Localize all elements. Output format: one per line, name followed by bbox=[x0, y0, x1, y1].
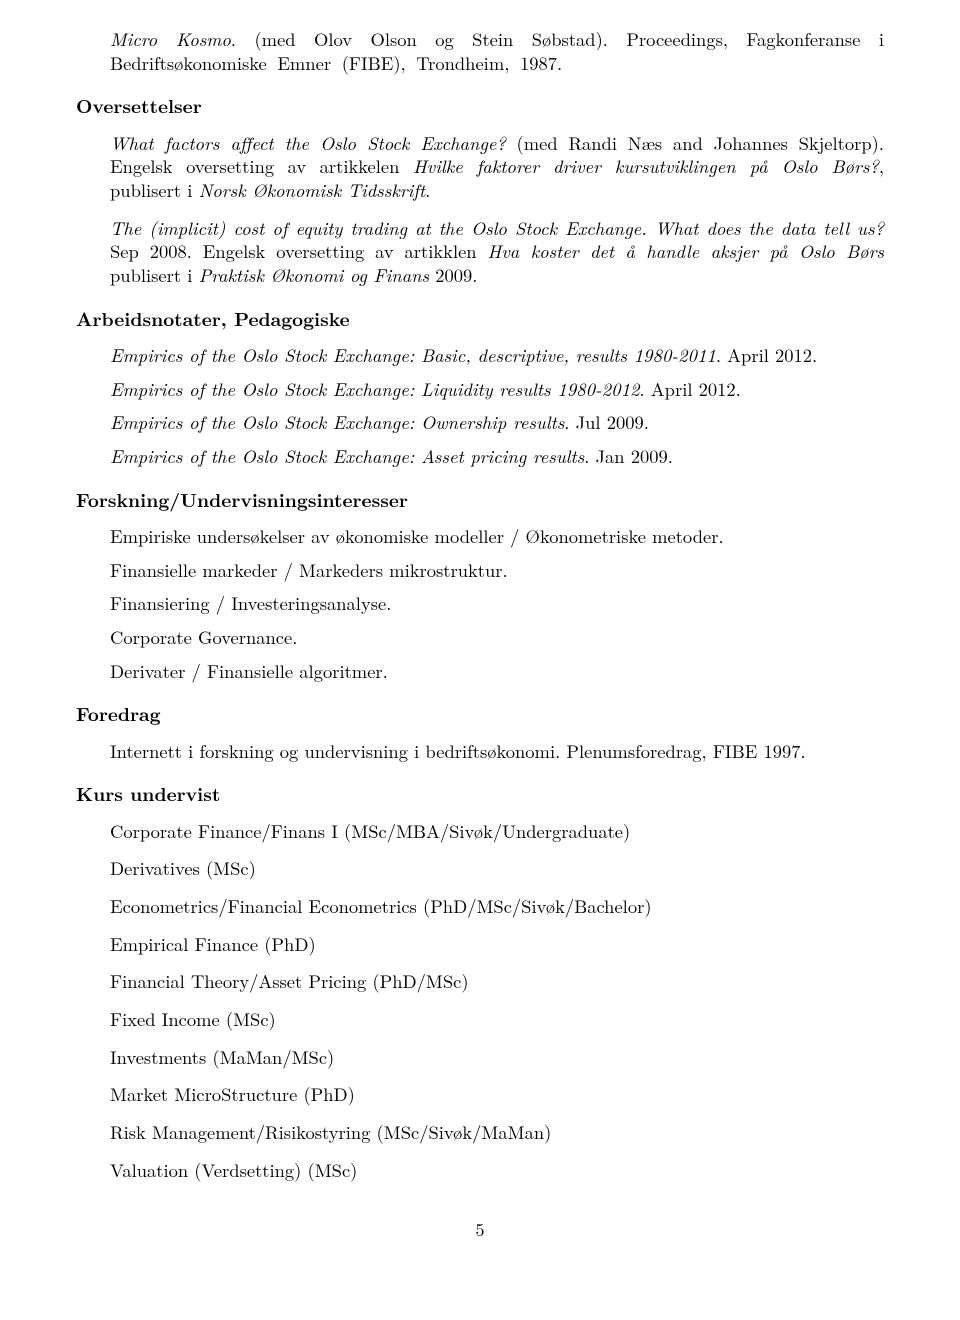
forskning-line-2: Finansielle markeder / Markeders mikrost… bbox=[110, 559, 884, 583]
text: . Jan 2009. bbox=[584, 443, 673, 469]
text: Hva koster det å handle aksjer på Oslo B… bbox=[488, 238, 885, 264]
micro-kosmo-title: Micro Kosmo bbox=[110, 26, 231, 52]
text: What factors affect the Oslo Stock Excha… bbox=[110, 130, 506, 156]
oversettelser-entry-2: The (implicit) cost of equity trading at… bbox=[110, 217, 884, 288]
section-arbeidsnotater: Arbeidsnotater, Pedagogiske bbox=[76, 306, 884, 330]
arbeidsnotater-entry-3: Empirics of the Oslo Stock Exchange: Own… bbox=[110, 411, 884, 435]
text: Norsk Økonomisk Tidsskrift bbox=[199, 177, 426, 203]
kurs-line-1: Corporate Finance/Finans I (MSc/MBA/Sivø… bbox=[110, 820, 884, 844]
kurs-line-6: Fixed Income (MSc) bbox=[110, 1008, 884, 1032]
foredrag-line-1: Internett i forskning og undervisning i … bbox=[110, 740, 884, 764]
text: Empirics of the Oslo Stock Exchange: Own… bbox=[110, 409, 564, 435]
text: 2009. bbox=[429, 262, 477, 288]
text: Hvilke faktorer driver kursutviklingen p… bbox=[413, 153, 879, 179]
text: . April 2012. bbox=[640, 376, 741, 402]
text: Empirics of the Oslo Stock Exchange: Bas… bbox=[110, 342, 716, 368]
arbeidsnotater-entry-1: Empirics of the Oslo Stock Exchange: Bas… bbox=[110, 344, 884, 368]
section-foredrag: Foredrag bbox=[76, 701, 884, 725]
arbeidsnotater-entry-4: Empirics of the Oslo Stock Exchange: Ass… bbox=[110, 445, 884, 469]
forskning-line-1: Empiriske undersøkelser av økonomiske mo… bbox=[110, 525, 884, 549]
section-kurs: Kurs undervist bbox=[76, 781, 884, 805]
page-number: 5 bbox=[76, 1218, 884, 1241]
text: Praktisk Økonomi og Finans bbox=[199, 262, 430, 288]
text: publisert i bbox=[110, 262, 199, 288]
micro-kosmo-entry: Micro Kosmo. (med Olov Olson og Stein Sø… bbox=[110, 28, 884, 75]
arbeidsnotater-entry-2: Empirics of the Oslo Stock Exchange: Liq… bbox=[110, 378, 884, 402]
kurs-line-8: Market MicroStructure (PhD) bbox=[110, 1083, 884, 1107]
forskning-line-5: Derivater / Finansielle algoritmer. bbox=[110, 660, 884, 684]
text: Empirics of the Oslo Stock Exchange: Liq… bbox=[110, 376, 640, 402]
text: The (implicit) cost of equity trading at… bbox=[110, 215, 884, 241]
forskning-line-4: Corporate Governance. bbox=[110, 626, 884, 650]
kurs-line-7: Investments (MaMan/MSc) bbox=[110, 1046, 884, 1070]
kurs-line-5: Financial Theory/Asset Pricing (PhD/MSc) bbox=[110, 970, 884, 994]
oversettelser-entry-1: What factors affect the Oslo Stock Excha… bbox=[110, 132, 884, 203]
kurs-line-4: Empirical Finance (PhD) bbox=[110, 933, 884, 957]
text: Empirics of the Oslo Stock Exchange: Ass… bbox=[110, 443, 584, 469]
section-oversettelser: Oversettelser bbox=[76, 93, 884, 117]
text: . bbox=[425, 177, 430, 203]
kurs-line-9: Risk Management/Risikostyring (MSc/Sivøk… bbox=[110, 1121, 884, 1145]
text: . Jul 2009. bbox=[564, 409, 649, 435]
kurs-line-10: Valuation (Verdsetting) (MSc) bbox=[110, 1159, 884, 1183]
text: Sep 2008. Engelsk oversetting av artikkl… bbox=[110, 238, 488, 264]
text: . April 2012. bbox=[716, 342, 817, 368]
kurs-line-3: Econometrics/Financial Econometrics (PhD… bbox=[110, 895, 884, 919]
forskning-line-3: Finansiering / Investeringsanalyse. bbox=[110, 592, 884, 616]
kurs-line-2: Derivatives (MSc) bbox=[110, 857, 884, 881]
section-forskning: Forskning/Undervisningsinteresser bbox=[76, 487, 884, 511]
